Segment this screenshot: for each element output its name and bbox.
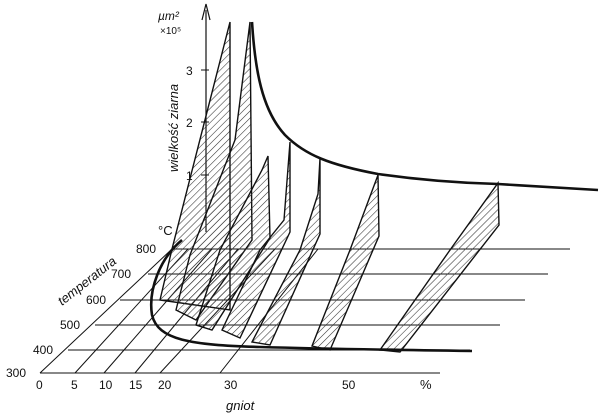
slice-strain-50 [378,180,500,353]
strain-tick-labels: 0 5 10 15 20 30 50 [36,378,356,392]
temp-tick-500: 500 [60,318,80,332]
z-tick-2: 2 [186,116,193,130]
z-tick-3: 3 [186,64,193,78]
strain-line-0 [39,248,173,374]
grain-size-slices [159,21,500,353]
temp-tick-300: 300 [6,366,26,380]
slice-strain-20 [221,141,291,339]
strain-tick-0: 0 [36,378,43,392]
max-grain-size-curve [250,21,599,192]
strain-axis-label: gniot [226,398,256,413]
temp-tick-700: 700 [111,267,131,281]
strain-tick-10: 10 [99,378,113,392]
slice-strain-15 [195,155,271,331]
temp-tick-800: 800 [136,242,156,256]
temperature-tick-labels: 800 700 600 500 400 300 [6,242,156,380]
grain-size-axis-label: wielkość ziarna [166,84,181,172]
temp-tick-400: 400 [33,343,53,357]
recrystallization-boundary-curve [149,238,473,353]
temp-tick-600: 600 [86,293,106,307]
strain-tick-5: 5 [71,378,78,392]
strain-tick-50: 50 [342,378,356,392]
grain-size-unit: µm² [158,9,180,23]
strain-tick-30: 30 [224,378,238,392]
temperature-unit: °C [158,223,173,238]
strain-tick-20: 20 [158,378,172,392]
z-tick-1: 1 [186,169,193,183]
strain-unit: % [420,377,432,392]
grain-size-tick-labels: 3 2 1 [186,64,193,183]
grain-size-scale: ×10⁵ [160,26,181,37]
strain-tick-15: 15 [129,378,143,392]
slice-strain-40 [311,174,380,351]
